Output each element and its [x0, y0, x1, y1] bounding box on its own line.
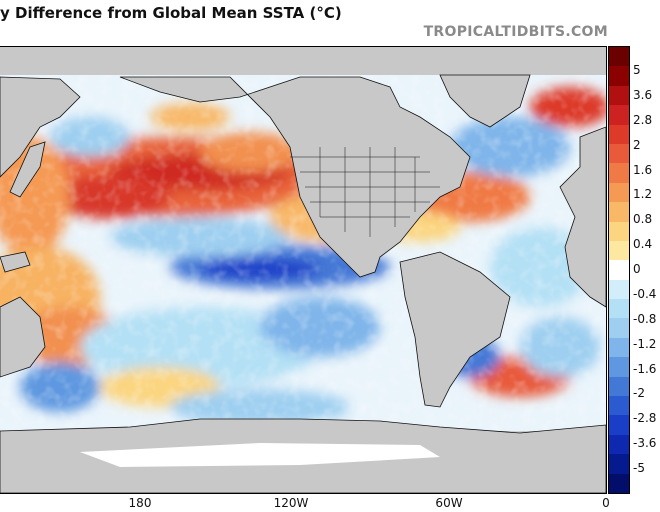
color-scale-label: 0 [633, 262, 641, 276]
color-scale-segment [609, 260, 629, 280]
color-scale-segment [609, 434, 629, 455]
color-scale-label: 0.8 [633, 212, 653, 227]
color-scale-segment [609, 124, 629, 144]
color-scale-segment [609, 337, 629, 358]
x-tick-label: 0 [602, 496, 610, 510]
color-scale-segment [609, 473, 629, 493]
color-scale-segment [609, 163, 629, 183]
color-scale-label: -0.8 [633, 311, 657, 326]
color-scale-segment [609, 454, 629, 474]
x-tick-label: 120W [273, 496, 309, 510]
map-canvas [0, 47, 606, 493]
color-scale-label: -0.4 [633, 286, 657, 301]
color-scale-bar [608, 46, 630, 494]
ice-shelf [80, 443, 440, 467]
color-scale-label: -2.8 [633, 411, 657, 426]
x-tick-label: 180 [128, 496, 152, 510]
color-scale-label: 2 [633, 137, 641, 152]
color-scale-label: 1.2 [633, 187, 653, 202]
color-scale-segment [609, 299, 629, 319]
color-scale-label: 3.6 [633, 87, 653, 102]
color-scale-segment [609, 279, 629, 300]
color-scale-segment [609, 66, 629, 86]
color-scale-segment [609, 143, 629, 164]
color-scale-segment [609, 357, 629, 377]
color-scale-label: -2 [633, 386, 645, 401]
color-scale-label: 1.6 [633, 162, 653, 177]
color-scale-segment [609, 202, 629, 222]
color-scale-segment [609, 240, 629, 261]
color-scale-segment [609, 182, 629, 203]
sst-anomaly-map [0, 46, 607, 494]
x-tick-label: 60W [435, 496, 463, 510]
brand-watermark: TROPICALTIDBITS.COM [423, 24, 608, 40]
color-scale-segment [609, 376, 629, 397]
x-axis: 180 120W 60W 0 [0, 496, 620, 512]
color-scale-segment [609, 47, 629, 67]
color-scale-label: -1.6 [633, 361, 657, 376]
color-scale-label: 2.8 [633, 112, 653, 127]
color-scale-label: 5 [633, 63, 641, 77]
map-title: y Difference from Global Mean SSTA (°C) [0, 4, 342, 22]
color-scale-segment [609, 318, 629, 338]
color-scale-label: 0.4 [633, 237, 653, 252]
color-scale-segment [609, 105, 629, 125]
color-scale-label: -1.2 [633, 336, 657, 351]
color-scale-segment [609, 85, 629, 106]
state-borders [290, 147, 440, 237]
color-scale-segment [609, 396, 629, 416]
color-scale-label: -5 [633, 461, 645, 475]
color-scale-label: -3.6 [633, 436, 657, 451]
color-scale-segment [609, 415, 629, 435]
color-scale-segment [609, 221, 629, 241]
